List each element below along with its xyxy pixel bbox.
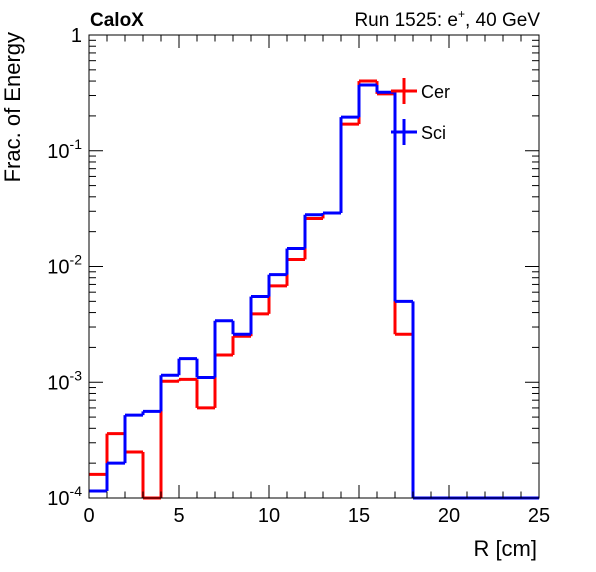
plot-frame xyxy=(88,34,540,499)
x-tick-label: 20 xyxy=(438,505,460,527)
x-axis-label: R [cm] xyxy=(473,536,537,561)
x-tick-label: 25 xyxy=(528,505,550,527)
x-tick-label: 15 xyxy=(348,505,370,527)
series-sci xyxy=(89,83,539,500)
legend: Cer Sci xyxy=(391,78,450,145)
x-tick-labels: 0 5 10 15 20 25 xyxy=(83,505,550,527)
legend-entry-cer: Cer xyxy=(391,78,450,104)
legend-label-sci: Sci xyxy=(421,123,446,143)
legend-label-cer: Cer xyxy=(421,82,450,102)
y-tick-label: 1 xyxy=(71,25,82,47)
y-tick-label: 10-2 xyxy=(47,252,82,279)
y-tick-label: 10-1 xyxy=(47,136,82,163)
series-cer xyxy=(89,79,539,500)
legend-entry-sci: Sci xyxy=(391,119,446,145)
y-tick-label: 10-4 xyxy=(47,483,82,510)
y-tick-label: 10-3 xyxy=(47,367,82,394)
y-axis-label: Frac. of Energy xyxy=(0,32,25,182)
y-tick-labels: 10-4 10-3 10-2 10-1 1 xyxy=(47,25,82,510)
tick-marks xyxy=(88,34,540,499)
title-right: Run 1525: e+, 40 GeV xyxy=(354,7,540,31)
x-tick-label: 0 xyxy=(83,505,94,527)
title-left: CaloX xyxy=(90,10,144,31)
histogram-layer xyxy=(89,79,539,500)
x-tick-label: 10 xyxy=(258,505,280,527)
x-tick-label: 5 xyxy=(173,505,184,527)
